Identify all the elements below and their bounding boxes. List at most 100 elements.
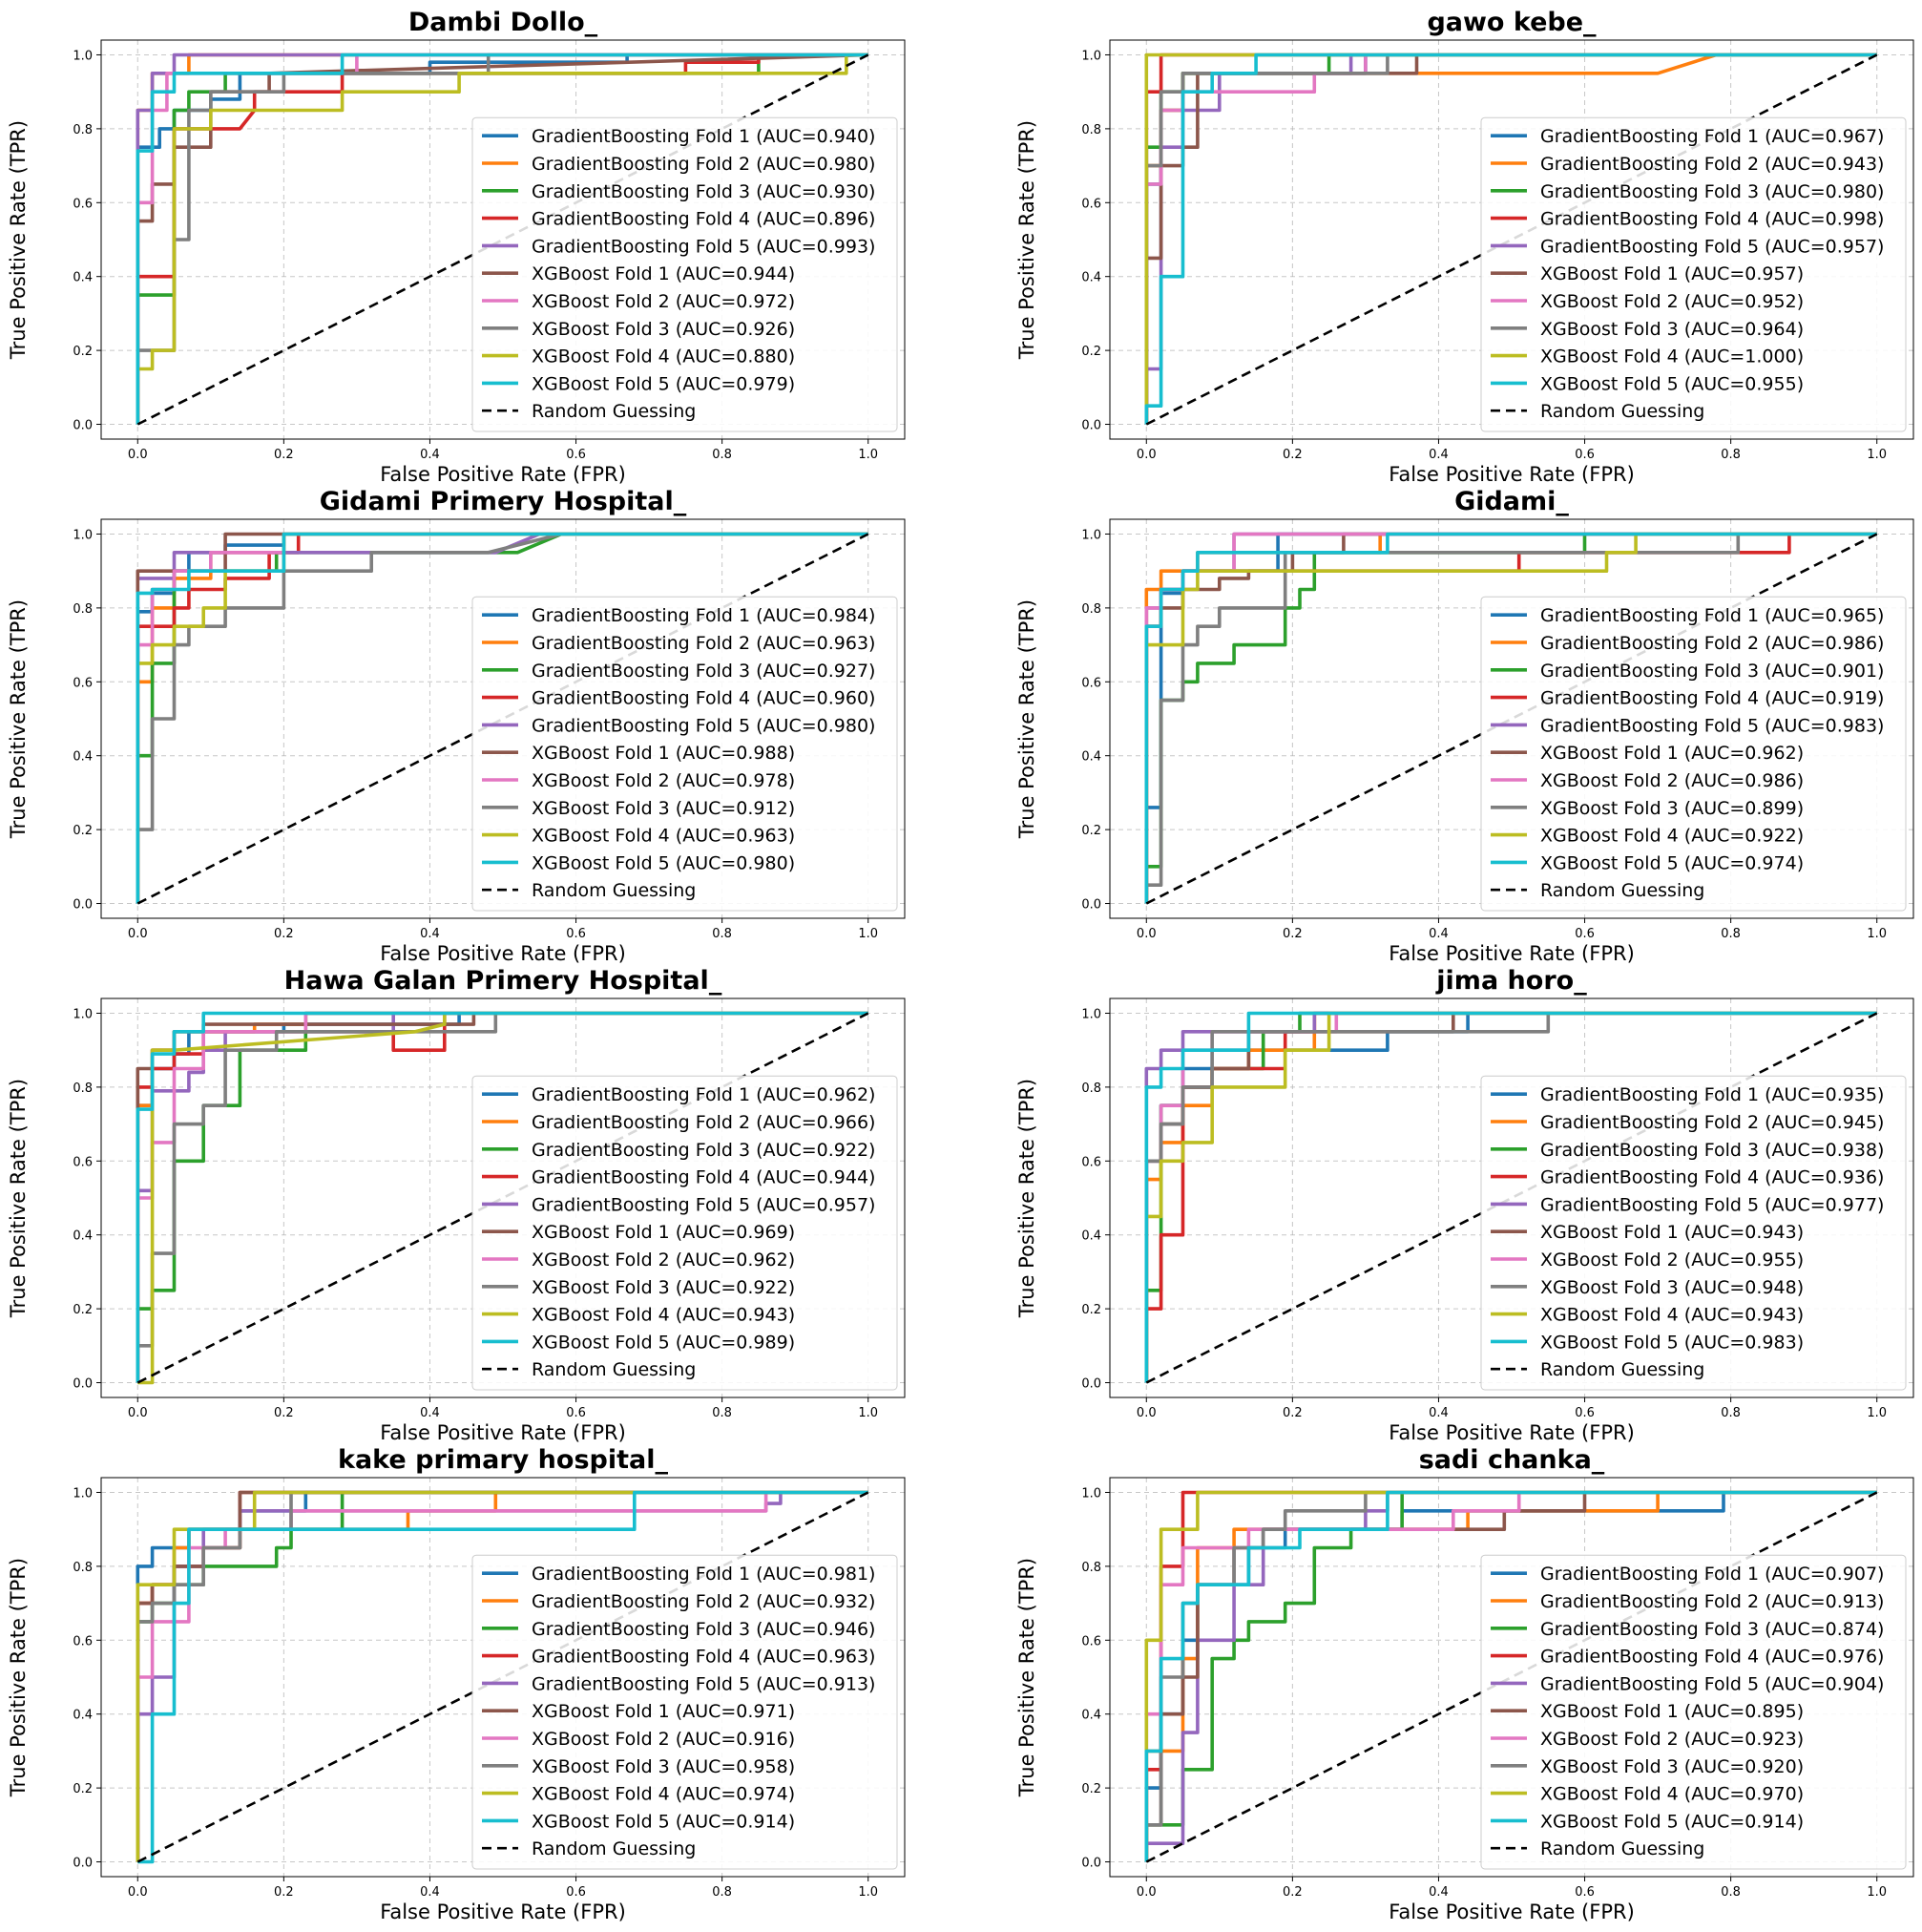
x-tick-label: 0.8 <box>712 448 732 462</box>
y-axis-label: True Positive Rate (TPR) <box>7 1558 30 1797</box>
legend-entry-6: XGBoost Fold 1 (AUC=0.988) <box>532 743 795 764</box>
legend-entry-1: GradientBoosting Fold 1 (AUC=0.984) <box>532 605 875 626</box>
series-lines <box>136 532 869 905</box>
legend-entry-5: GradientBoosting Fold 5 (AUC=0.904) <box>1540 1673 1884 1694</box>
legend-entry-11: Random Guessing <box>1540 880 1704 901</box>
y-tick-label: 0.4 <box>73 1229 93 1244</box>
legend-entry-3: GradientBoosting Fold 3 (AUC=0.922) <box>532 1140 875 1161</box>
legend-entry-1: GradientBoosting Fold 1 (AUC=0.962) <box>532 1084 875 1105</box>
y-tick-label: 0.8 <box>73 123 93 137</box>
legend-box <box>471 1075 898 1391</box>
legend-entry-2: GradientBoosting Fold 2 (AUC=0.945) <box>1540 1112 1884 1133</box>
y-tick-label: 0.4 <box>1081 1229 1101 1244</box>
x-tick-label: 0.2 <box>1283 927 1303 941</box>
legend-entry-9: XGBoost Fold 4 (AUC=0.943) <box>1540 1305 1804 1326</box>
legend-entry-6: XGBoost Fold 1 (AUC=0.957) <box>1540 263 1804 284</box>
x-tick-label: 0.6 <box>566 448 586 462</box>
y-tick-label: 0.8 <box>1081 123 1101 137</box>
series-line-10 <box>136 1011 868 1383</box>
legend-entry-3: GradientBoosting Fold 3 (AUC=0.946) <box>532 1619 875 1640</box>
series-lines <box>1144 1490 1878 1863</box>
axes-frame <box>1109 518 1914 919</box>
y-tick-label: 0.2 <box>1081 1303 1101 1317</box>
axes-frame <box>100 1477 906 1878</box>
x-tick-label: 1.0 <box>1867 927 1887 941</box>
legend-entry-10: XGBoost Fold 5 (AUC=0.983) <box>1540 1332 1804 1353</box>
legend-entry-8: XGBoost Fold 3 (AUC=0.899) <box>1540 798 1804 819</box>
series-line-9 <box>1144 1490 1877 1862</box>
x-tick-label: 0.0 <box>128 1885 148 1900</box>
y-tick-label: 0.6 <box>1081 1634 1101 1648</box>
y-tick-label: 0.6 <box>1081 197 1101 211</box>
x-axis-label: False Positive Rate (FPR) <box>380 942 626 965</box>
x-tick-label: 0.8 <box>712 927 732 941</box>
y-axis-label: True Positive Rate (TPR) <box>1015 1079 1038 1318</box>
x-tick-label: 0.8 <box>1721 1406 1741 1420</box>
legend-entry-9: XGBoost Fold 4 (AUC=0.970) <box>1540 1784 1804 1805</box>
y-tick-label: 0.4 <box>1081 271 1101 285</box>
y-tick-label: 0.6 <box>73 1155 93 1169</box>
series-line-10 <box>136 52 868 425</box>
legend-entry-2: GradientBoosting Fold 2 (AUC=0.963) <box>532 633 875 654</box>
legend-entry-6: XGBoost Fold 1 (AUC=0.943) <box>1540 1222 1804 1243</box>
legend-entry-11: Random Guessing <box>1540 1838 1704 1859</box>
legend-entry-1: GradientBoosting Fold 1 (AUC=0.965) <box>1540 605 1884 626</box>
legend-entry-8: XGBoost Fold 3 (AUC=0.912) <box>532 798 795 819</box>
x-tick-label: 0.4 <box>420 448 440 462</box>
y-tick-label: 0.8 <box>73 602 93 617</box>
y-tick-label: 1.0 <box>1081 49 1101 63</box>
chart-title: gawo kebe_ <box>1427 8 1597 37</box>
legend-entry-4: GradientBoosting Fold 4 (AUC=0.944) <box>532 1167 875 1188</box>
y-tick-label: 0.2 <box>1081 1782 1101 1796</box>
x-tick-label: 0.0 <box>1137 927 1157 941</box>
legend-entry-6: XGBoost Fold 1 (AUC=0.962) <box>1540 743 1804 764</box>
x-tick-label: 1.0 <box>1867 1885 1887 1900</box>
legend-entry-7: XGBoost Fold 2 (AUC=0.952) <box>1540 291 1804 312</box>
x-tick-label: 0.4 <box>1429 448 1449 462</box>
legend: GradientBoosting Fold 1 (AUC=0.940) Gradi… <box>471 116 898 432</box>
x-tick-label: 0.8 <box>1721 1885 1741 1900</box>
x-tick-label: 0.4 <box>1429 927 1449 941</box>
legend-entry-8: XGBoost Fold 3 (AUC=0.922) <box>532 1277 795 1298</box>
legend-entry-10: XGBoost Fold 5 (AUC=0.989) <box>532 1332 795 1353</box>
legend-entry-4: GradientBoosting Fold 4 (AUC=0.919) <box>1540 688 1884 709</box>
series-line-8 <box>1144 532 1877 904</box>
y-tick-label: 0.0 <box>73 898 93 913</box>
series-lines <box>136 52 869 426</box>
series-lines <box>1144 52 1878 426</box>
legend-box <box>1480 1554 1907 1870</box>
legend-entry-3: GradientBoosting Fold 3 (AUC=0.901) <box>1540 661 1884 682</box>
legend-box <box>471 596 898 912</box>
x-tick-label: 0.2 <box>1283 448 1303 462</box>
x-tick-label: 0.4 <box>420 1406 440 1420</box>
series-line-10 <box>136 532 868 904</box>
legend-entry-8: XGBoost Fold 3 (AUC=0.964) <box>1540 319 1804 340</box>
series-line-3 <box>136 52 868 425</box>
x-axis-label: False Positive Rate (FPR) <box>380 1421 626 1444</box>
x-axis-label: False Positive Rate (FPR) <box>1389 1900 1635 1923</box>
y-tick-label: 0.4 <box>1081 750 1101 765</box>
axes-frame <box>100 998 906 1398</box>
chart-panel-2: 0.0 0.2 0.4 0.6 0.8 1.0 0.0 0.2 0.4 0.6 0.8 1.0 gawo… <box>1015 8 1914 486</box>
y-tick-label: 0.8 <box>1081 1561 1101 1575</box>
series-line-7 <box>136 52 868 425</box>
x-axis-label: False Positive Rate (FPR) <box>380 463 626 486</box>
legend-entry-5: GradientBoosting Fold 5 (AUC=0.983) <box>1540 715 1884 736</box>
legend-entry-4: GradientBoosting Fold 4 (AUC=0.998) <box>1540 209 1884 230</box>
x-tick-label: 0.8 <box>712 1406 732 1420</box>
y-tick-label: 1.0 <box>73 528 93 542</box>
series-line-10 <box>137 1490 868 1864</box>
y-tick-label: 0.2 <box>73 824 93 838</box>
legend-entry-4: GradientBoosting Fold 4 (AUC=0.963) <box>532 1647 875 1668</box>
x-tick-label: 1.0 <box>1867 1406 1887 1420</box>
chart-panel-8: 0.0 0.2 0.4 0.6 0.8 1.0 0.0 0.2 0.4 0.6 0.8 1.0 sadi… <box>1015 1445 1914 1923</box>
legend-entry-2: GradientBoosting Fold 2 (AUC=0.932) <box>532 1591 875 1612</box>
legend: GradientBoosting Fold 1 (AUC=0.967) Gradi… <box>1480 116 1907 432</box>
legend-entry-11: Random Guessing <box>532 880 696 901</box>
legend-entry-7: XGBoost Fold 2 (AUC=0.916) <box>532 1729 795 1750</box>
series-line-5 <box>136 52 868 425</box>
y-tick-label: 0.8 <box>73 1561 93 1575</box>
legend: GradientBoosting Fold 1 (AUC=0.935) Gradi… <box>1480 1075 1907 1391</box>
x-tick-label: 0.6 <box>566 1406 586 1420</box>
legend-entry-2: GradientBoosting Fold 2 (AUC=0.913) <box>1540 1591 1884 1612</box>
